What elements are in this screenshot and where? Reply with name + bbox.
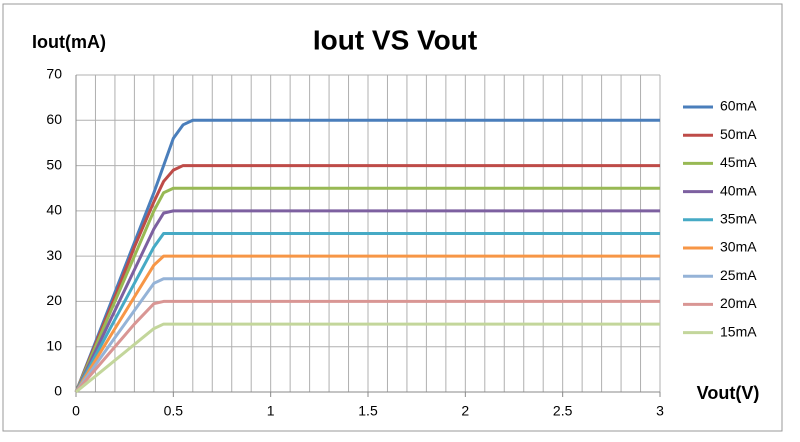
series-line <box>74 299 660 393</box>
legend-label: 35mA <box>720 211 757 227</box>
x-axis-label: Vout(V) <box>697 383 760 403</box>
x-tick-label: 2.5 <box>553 403 573 419</box>
series-line <box>74 254 660 393</box>
legend-label: 40mA <box>720 182 757 198</box>
x-tick-label: 0.5 <box>164 403 184 419</box>
x-tick-label: 2 <box>461 403 469 419</box>
legend-label: 50mA <box>720 126 757 142</box>
legend-label: 30mA <box>720 239 757 255</box>
y-tick-label: 0 <box>54 383 62 399</box>
series-line <box>74 209 660 393</box>
y-tick-label: 50 <box>46 156 62 172</box>
series-line <box>74 118 660 393</box>
y-tick-label: 40 <box>46 202 62 218</box>
x-tick-label: 1 <box>267 403 275 419</box>
y-tick-label: 30 <box>46 247 62 263</box>
y-tick-label: 70 <box>46 66 62 82</box>
legend-label: 15mA <box>720 323 757 339</box>
legend-label: 45mA <box>720 154 757 170</box>
chart-title: Iout VS Vout <box>313 24 477 55</box>
x-tick-label: 1.5 <box>358 403 378 419</box>
series-line <box>75 322 660 394</box>
legend-label: 25mA <box>720 267 757 283</box>
chart-frame <box>2 3 783 432</box>
x-tick-label: 0 <box>72 403 80 419</box>
series-line <box>74 186 660 393</box>
y-tick-label: 10 <box>46 337 62 353</box>
legend-label: 60mA <box>720 98 757 114</box>
series-line <box>74 164 660 393</box>
x-tick-label: 3 <box>656 403 664 419</box>
y-tick-label: 20 <box>46 292 62 308</box>
legend-label: 20mA <box>720 295 757 311</box>
y-axis-label: Iout(mA) <box>32 32 106 52</box>
y-tick-label: 60 <box>46 111 62 127</box>
series-line <box>74 277 660 393</box>
series-line <box>74 232 660 393</box>
